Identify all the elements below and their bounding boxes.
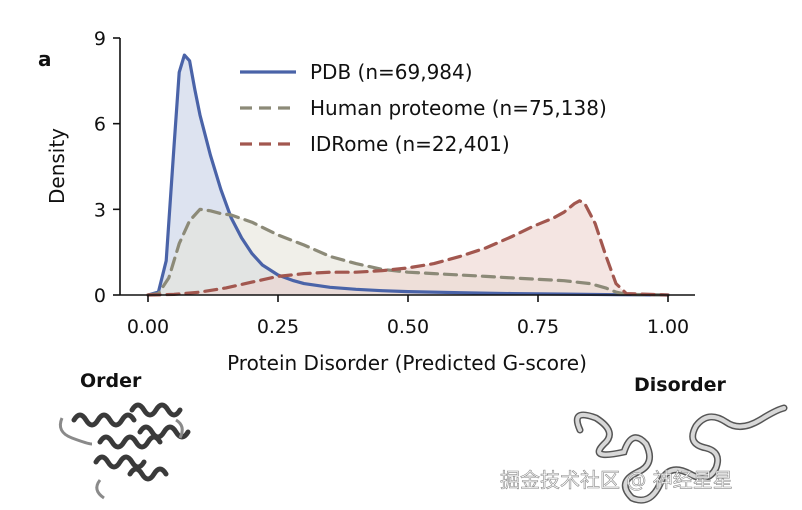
order-label: Order (80, 370, 142, 392)
disorder-label: Disorder (634, 374, 727, 396)
y-tick-label: 6 (94, 114, 106, 136)
x-tick-label: 0.00 (127, 316, 169, 338)
disordered-protein-structure-illustration (573, 404, 788, 504)
series-line-1 (146, 207, 670, 297)
x-axis-label: Protein Disorder (Predicted G-score) (227, 351, 587, 375)
watermark-text: 掘金技术社区 @ 神经星星 (500, 468, 733, 492)
ordered-protein-structure-illustration (58, 402, 191, 500)
legend: PDB (n=69,984) Human proteome (n=75,138) I… (240, 60, 607, 156)
x-tick-label: 0.50 (387, 316, 429, 338)
y-tick-label: 9 (94, 28, 106, 50)
y-axis-label: Density (45, 128, 69, 204)
x-tick-label: 0.75 (517, 316, 559, 338)
legend-label-2: IDRome (n=22,401) (310, 132, 510, 156)
series-lines (146, 53, 670, 297)
series-fills (148, 55, 668, 295)
x-tick-label: 1.00 (647, 316, 689, 338)
y-tick-label: 0 (94, 285, 106, 307)
panel-label: a (38, 47, 52, 71)
series-line-2 (146, 199, 670, 297)
legend-label-1: Human proteome (n=75,138) (310, 96, 607, 120)
ticks: 0 3 6 9 0.00 0.25 0.50 0.75 1.00 (94, 28, 689, 338)
series-line-0 (146, 53, 670, 297)
x-tick-label: 0.25 (257, 316, 299, 338)
legend-label-0: PDB (n=69,984) (310, 60, 473, 84)
y-tick-label: 3 (94, 199, 106, 221)
